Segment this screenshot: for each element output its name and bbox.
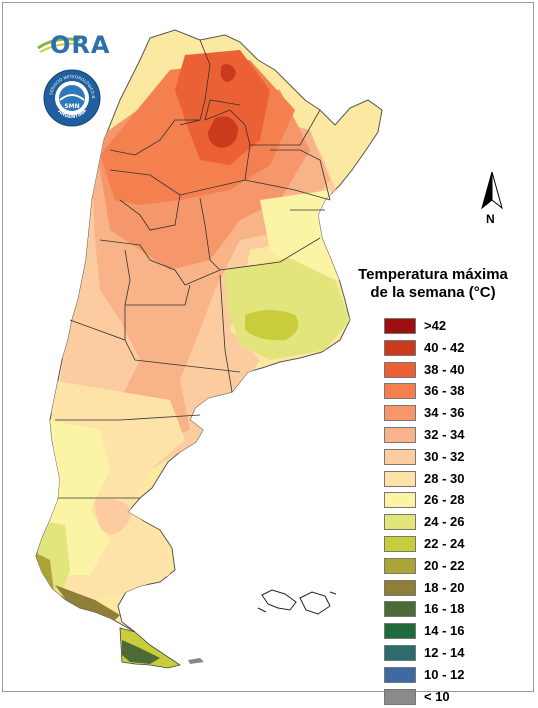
- legend-swatch: [384, 361, 416, 378]
- legend-label: < 10: [424, 688, 450, 704]
- legend-label: 36 - 38: [424, 383, 465, 399]
- legend-label: 10 - 12: [424, 666, 465, 682]
- legend-swatch: [384, 688, 416, 705]
- legend-swatch: [384, 644, 416, 661]
- legend: Temperatura máxima de la semana (°C) >42…: [344, 266, 524, 705]
- zone-40-42: [208, 116, 238, 148]
- legend-label: 24 - 26: [424, 514, 465, 530]
- legend-swatch: [384, 318, 416, 334]
- legend-item: 32 - 34: [384, 425, 504, 447]
- legend-swatch: [384, 339, 416, 356]
- zone-22-24-pampas: [245, 310, 299, 341]
- legend-label: 26 - 28: [424, 492, 465, 508]
- legend-list: >42 40 - 42 38 - 40 36 - 38 34 - 36 32 - 34 30…: [384, 316, 504, 708]
- legend-item: 40 - 42: [384, 338, 504, 360]
- legend-label: 20 - 22: [424, 557, 465, 573]
- isla-estados: [188, 658, 204, 664]
- zone-40-42-north: [220, 64, 236, 82]
- legend-swatch: [384, 470, 416, 487]
- legend-item: 36 - 38: [384, 381, 504, 403]
- north-arrow-icon: [481, 171, 503, 210]
- legend-swatch: [384, 557, 416, 574]
- legend-item: 22 - 24: [384, 534, 504, 556]
- legend-label: 34 - 36: [424, 405, 465, 421]
- legend-title: Temperatura máxima de la semana (°C): [358, 266, 508, 301]
- legend-swatch: [384, 579, 416, 596]
- legend-item: 38 - 40: [384, 360, 504, 382]
- legend-swatch: [384, 383, 416, 400]
- legend-item: 24 - 26: [384, 512, 504, 534]
- north-arrow: N: [478, 170, 508, 230]
- legend-swatch: [384, 448, 416, 465]
- legend-item: < 10: [384, 687, 504, 708]
- legend-label: 40 - 42: [424, 339, 465, 355]
- legend-item: 12 - 14: [384, 643, 504, 665]
- legend-item: >42: [384, 316, 504, 338]
- smn-logo: SERVICIO METEOROLÓGICO NACIONAL ARGENTIN…: [40, 64, 102, 133]
- zone-18-20-southwest: [55, 585, 120, 625]
- legend-label: >42: [424, 318, 447, 333]
- temperature-zones: [36, 50, 350, 625]
- north-label: N: [486, 212, 495, 226]
- legend-swatch: [384, 623, 416, 640]
- legend-swatch: [384, 535, 416, 552]
- legend-label: 30 - 32: [424, 448, 465, 464]
- legend-item: 28 - 30: [384, 469, 504, 491]
- legend-item: 18 - 20: [384, 578, 504, 600]
- legend-item: 10 - 12: [384, 665, 504, 687]
- legend-item: 16 - 18: [384, 599, 504, 621]
- legend-swatch: [384, 492, 416, 509]
- malvinas-islands: [257, 589, 337, 615]
- legend-item: 26 - 28: [384, 490, 504, 512]
- legend-label: 14 - 16: [424, 623, 465, 639]
- legend-label: 18 - 20: [424, 579, 465, 595]
- legend-item: 20 - 22: [384, 556, 504, 578]
- legend-item: 34 - 36: [384, 403, 504, 425]
- legend-swatch: [384, 426, 416, 443]
- smn-seal-icon: SERVICIO METEOROLÓGICO NACIONAL ARGENTIN…: [40, 64, 101, 127]
- ora-logo-text: ORA: [50, 31, 111, 59]
- legend-label: 12 - 14: [424, 644, 465, 660]
- legend-label: 38 - 40: [424, 361, 465, 377]
- legend-label: 22 - 24: [424, 535, 465, 551]
- ora-logo: ORA: [36, 30, 109, 60]
- tierra-del-fuego-cold: [122, 640, 160, 664]
- legend-item: 14 - 16: [384, 621, 504, 643]
- legend-swatch: [384, 405, 416, 422]
- smn-center-text: SMN: [64, 103, 79, 110]
- zone-30-32-south: [95, 498, 132, 535]
- legend-swatch: [384, 666, 416, 683]
- legend-item: 30 - 32: [384, 447, 504, 469]
- legend-label: 32 - 34: [424, 426, 465, 442]
- legend-swatch: [384, 601, 416, 618]
- legend-label: 28 - 30: [424, 470, 465, 486]
- legend-label: 16 - 18: [424, 601, 465, 617]
- zone-38-40: [175, 50, 270, 165]
- ora-swoosh-icon: [37, 37, 83, 53]
- province-boundaries: [55, 39, 331, 499]
- legend-swatch: [384, 514, 416, 531]
- map-frame: [2, 2, 534, 692]
- zone-10-12-southwest: [36, 570, 38, 588]
